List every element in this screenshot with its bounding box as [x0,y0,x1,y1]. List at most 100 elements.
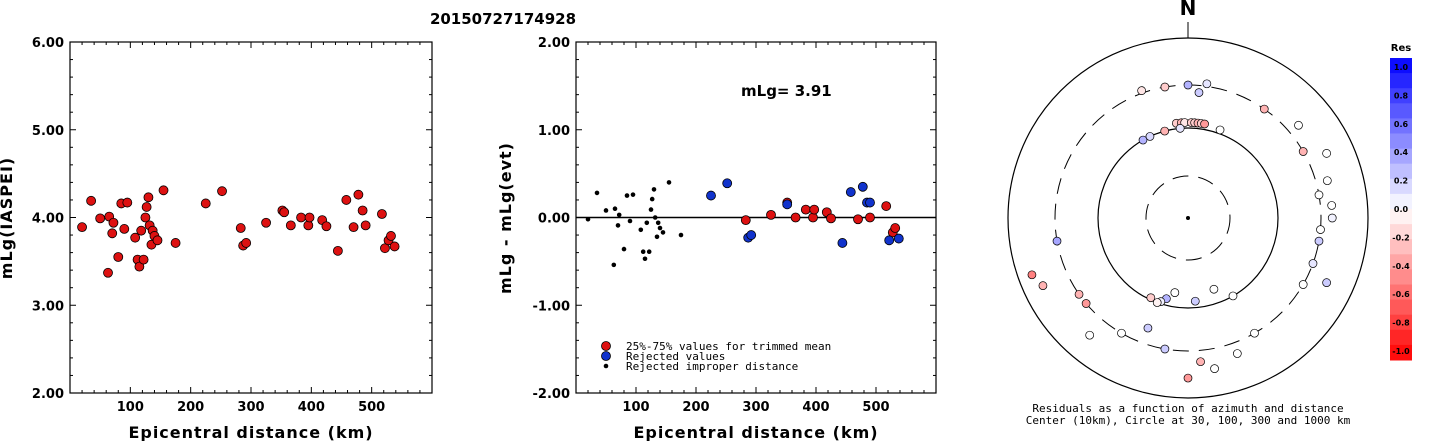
data-point [893,233,904,244]
x-tick-label: 100 [622,400,649,415]
polar-point [1160,82,1170,92]
data-point [644,220,650,226]
data-point [766,209,776,220]
polar-point [1202,79,1212,89]
data-point [386,231,396,241]
colorbar-cell [1390,284,1412,301]
polar-point [1314,236,1324,246]
epicenter-dot [1186,216,1190,220]
colorbar-cell [1390,58,1412,74]
data-point [722,178,733,189]
data-point [640,249,646,255]
polar-point [1298,280,1308,289]
data-point [853,214,863,225]
event-magnitude-annotation: mLg= 3.91 [741,82,832,100]
residual-xlabel: Epicentral distance (km) [633,423,878,441]
legend-marker-rejected [601,351,611,361]
legend-label-trimmed: 25%-75% values for trimmed mean [626,340,831,353]
y-tick-label: -1.00 [533,299,570,314]
data-point [638,227,644,233]
data-point [809,204,820,215]
polar-point [1143,323,1153,333]
polar-point [1138,135,1148,145]
legend-label-rejected: Rejected values [626,350,725,363]
legend-marker-improper [603,363,609,369]
data-point [77,222,87,233]
y-tick-label: 6.00 [32,36,64,51]
data-point [380,243,390,254]
data-point [200,198,211,209]
data-point [616,212,622,218]
polar-point [1038,281,1048,290]
polar-point [1081,299,1091,308]
colorbar-label: 0.4 [1394,148,1409,157]
data-point [241,238,252,248]
data-point [86,195,97,206]
residual-legend: 25%-75% values for trimmed mean Rejected… [601,340,831,373]
polar-point [1322,149,1331,158]
y-tick-label: 1.00 [538,124,570,139]
polar-point [1200,119,1209,129]
colorbar-cell [1390,209,1412,225]
data-point [217,186,227,197]
x-tick-label: 200 [682,400,709,415]
y-tick-label: 5.00 [32,124,64,139]
data-point [678,232,684,238]
data-point [642,256,648,262]
data-point [170,238,181,248]
magnitude-ylabel: mLg(IASPEI) [0,157,16,279]
polar-caption-line2: Center (10km), Circle at 30, 100, 300 an… [1026,414,1351,427]
data-point [648,207,654,212]
polar-point [1074,289,1084,299]
polar-point [1327,201,1337,210]
data-point [654,234,660,240]
data-point [594,190,600,196]
polar-point [1250,328,1259,338]
colorbar-label: 0.2 [1394,177,1408,186]
x-tick-label: 500 [862,400,889,415]
data-point [95,213,106,224]
colorbar-cell [1390,163,1412,180]
data-point [113,252,124,262]
polar-point [1183,80,1193,90]
colorbar-cell [1390,148,1412,165]
x-tick-label: 400 [802,400,829,415]
data-point [845,187,856,197]
colorbar-label: 0.6 [1394,120,1409,129]
polar-point [1160,344,1170,354]
page-title: 20150727174928 [430,10,576,28]
polar-point [1314,190,1324,200]
magnitude-points [77,185,400,278]
range-ring-30km [1145,175,1231,261]
polar-point [1294,120,1303,130]
data-point [826,213,836,224]
polar-point [1052,236,1062,246]
colorbar-cell [1390,133,1412,150]
data-point [332,245,343,256]
polar-point [1117,328,1126,338]
colorbar-cell [1390,344,1412,361]
polar-point [1316,225,1325,234]
data-point [865,197,875,208]
data-point [261,217,271,228]
polar-point [1308,259,1318,268]
y-tick-label: -2.00 [533,387,570,402]
polar-point [1027,270,1037,280]
data-point [857,181,868,192]
x-tick-label: 400 [298,400,325,415]
polar-point [1170,288,1180,297]
data-point [655,220,661,226]
data-point [285,220,296,231]
data-point [138,254,149,265]
y-tick-label: 2.00 [32,387,64,402]
data-point [235,223,246,233]
data-point [122,197,133,208]
data-point [304,212,315,223]
azimuth-polar-panel: N Residuals as a function of azimuth and… [1007,0,1369,427]
polar-point [1232,349,1242,358]
data-point [152,235,163,246]
data-point [621,246,627,252]
data-point [119,224,130,234]
range-ring-1000km [1007,37,1369,399]
data-point [279,207,290,218]
